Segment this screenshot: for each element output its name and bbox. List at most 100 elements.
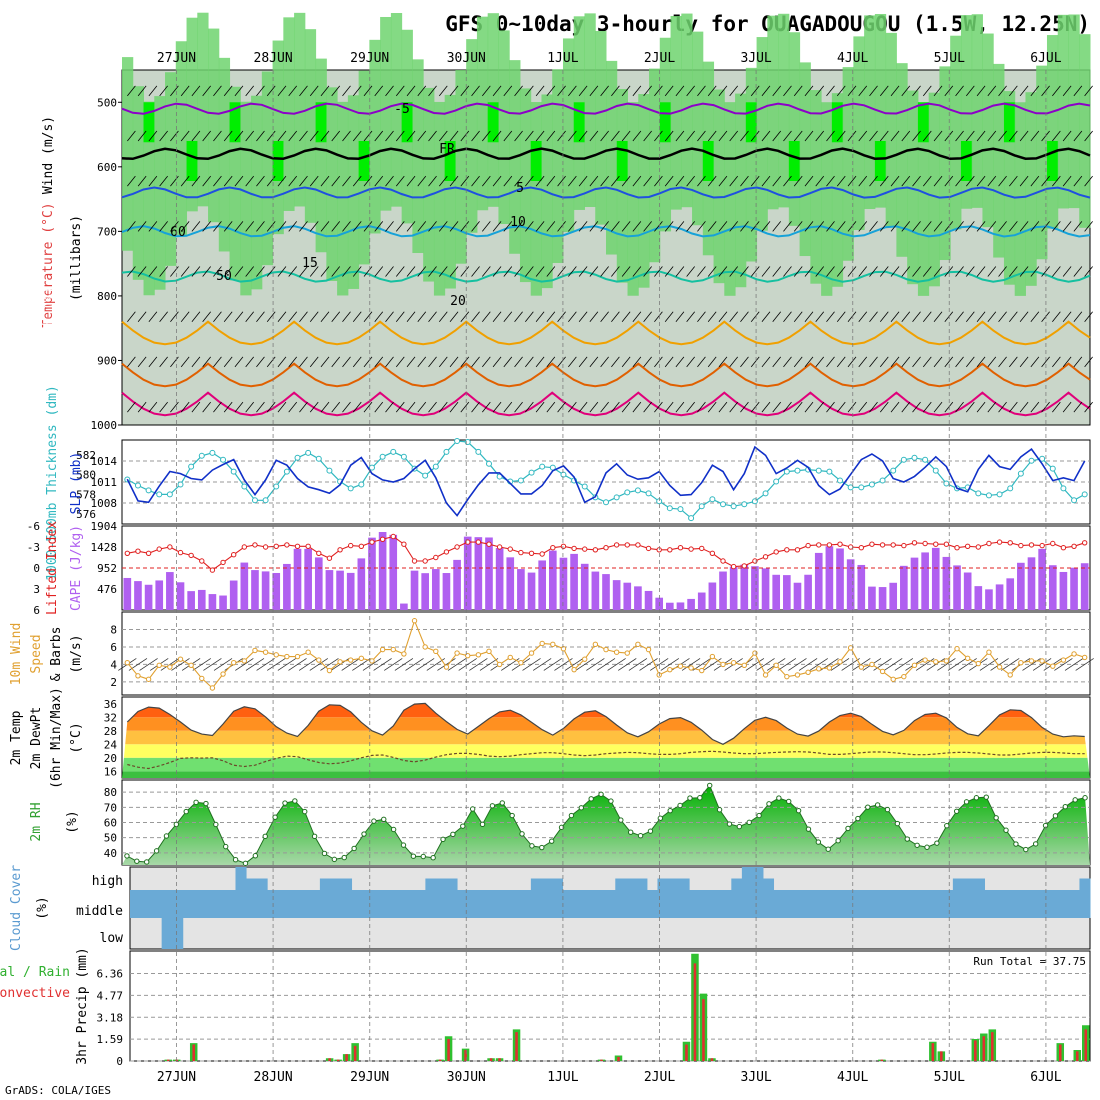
cape-bar	[921, 552, 929, 610]
wind-barb	[697, 130, 706, 142]
cloud-cell	[752, 890, 764, 918]
wind-barb	[1075, 658, 1094, 671]
wind-barb	[535, 221, 545, 232]
wind-barb	[299, 221, 308, 232]
wind-barb	[514, 266, 523, 277]
rh-band-green	[476, 16, 489, 211]
lifted-index-point	[794, 547, 801, 553]
lifted-index-point	[677, 545, 684, 551]
lifted-index-point	[890, 542, 896, 548]
rh-band-green	[562, 38, 575, 233]
wind-barb	[947, 658, 967, 671]
wind-barb	[675, 85, 685, 97]
wind-barb	[288, 85, 298, 97]
wind-barb	[234, 311, 244, 322]
lifted-index-point	[805, 542, 811, 549]
cloud-cell	[425, 878, 437, 890]
wind-barb	[1030, 311, 1040, 322]
wind-barb	[525, 130, 534, 142]
lifted-index-point	[209, 567, 216, 573]
wind-barb	[385, 356, 394, 368]
isotherm-line	[121, 391, 1091, 417]
date-tick-top: 30JUN	[447, 51, 486, 66]
wind-barb	[729, 266, 739, 277]
lifted-index-point	[135, 548, 141, 554]
wind-barb	[245, 658, 265, 671]
wind-barb	[826, 356, 835, 368]
wind-barb	[471, 311, 480, 322]
rh-band-green	[584, 13, 596, 208]
rh-point	[361, 831, 367, 837]
wind-barb	[235, 658, 254, 671]
wind-barb	[600, 130, 609, 142]
wind-barb	[568, 311, 577, 322]
isotherm-label: 10	[510, 215, 526, 230]
date-tick-top: 27JUN	[157, 51, 196, 66]
cape-bar	[1080, 563, 1089, 610]
wind-barb	[826, 130, 835, 142]
wind-barb	[772, 356, 782, 368]
wind-barb	[965, 266, 975, 277]
wind-barb	[342, 130, 351, 142]
wind-barb	[879, 85, 889, 97]
wind-barb	[223, 356, 233, 368]
wind-barb	[675, 401, 685, 413]
wind-speed-point	[507, 654, 513, 661]
wind-barb	[331, 221, 341, 232]
lifted-index-point	[645, 545, 652, 552]
rh-band-green	[304, 29, 317, 223]
cape-bar	[644, 590, 653, 610]
wind-barb	[191, 401, 201, 413]
lifted-index-point	[688, 546, 694, 552]
wind-barb	[596, 658, 616, 671]
wind-barb	[686, 130, 695, 142]
cape-bar	[931, 547, 940, 610]
wind-barb	[600, 356, 609, 368]
wind-tick: 6	[110, 641, 117, 654]
lifted-index-point	[911, 540, 918, 546]
wind-barb	[492, 311, 502, 322]
lifted-index-point	[337, 547, 343, 553]
wind-speed-point	[124, 659, 131, 666]
label-dewpt: 2m DewPt	[29, 707, 44, 770]
thickness-point	[422, 472, 429, 479]
wind-barb	[1064, 658, 1084, 671]
cape-bar	[261, 571, 270, 610]
rh-point	[716, 807, 723, 813]
thickness-tick: 578	[76, 488, 96, 501]
wind-barb	[277, 130, 287, 142]
cape-bar	[208, 594, 217, 610]
wind-barb	[804, 356, 814, 368]
wind-barb	[460, 401, 470, 413]
wind-barb	[697, 221, 706, 232]
cape-bar	[474, 537, 483, 610]
wind-speed-point	[454, 650, 460, 656]
cape-bar	[740, 564, 749, 610]
rh-band-green	[745, 67, 758, 262]
rh-band-bright	[143, 102, 155, 143]
cloud-cell	[214, 890, 226, 918]
wind-barb	[987, 175, 997, 187]
wind-barb	[965, 85, 975, 97]
cape-bar	[144, 584, 153, 610]
wind-barb	[955, 130, 964, 142]
wind-barb	[965, 356, 975, 368]
dewpoint-line	[127, 750, 1085, 770]
cloud-cell	[615, 878, 627, 890]
cloud-cell	[784, 890, 796, 918]
cloud-cell	[1037, 890, 1049, 918]
wind-barb	[234, 356, 244, 368]
temp-tick: 20	[104, 752, 117, 765]
rh-band-green	[864, 15, 876, 210]
cloud-cell	[161, 890, 173, 918]
wind-tick: 4	[110, 658, 117, 671]
precip-tick: 1.59	[97, 1033, 124, 1046]
wind-speed-point	[773, 662, 779, 668]
lifted-index-point	[816, 542, 822, 548]
rh-band-green	[928, 92, 940, 287]
wind-barb	[869, 266, 878, 277]
wind-barb	[1052, 266, 1061, 277]
rh-band-green	[326, 87, 338, 281]
isotherm-line	[121, 102, 1091, 115]
